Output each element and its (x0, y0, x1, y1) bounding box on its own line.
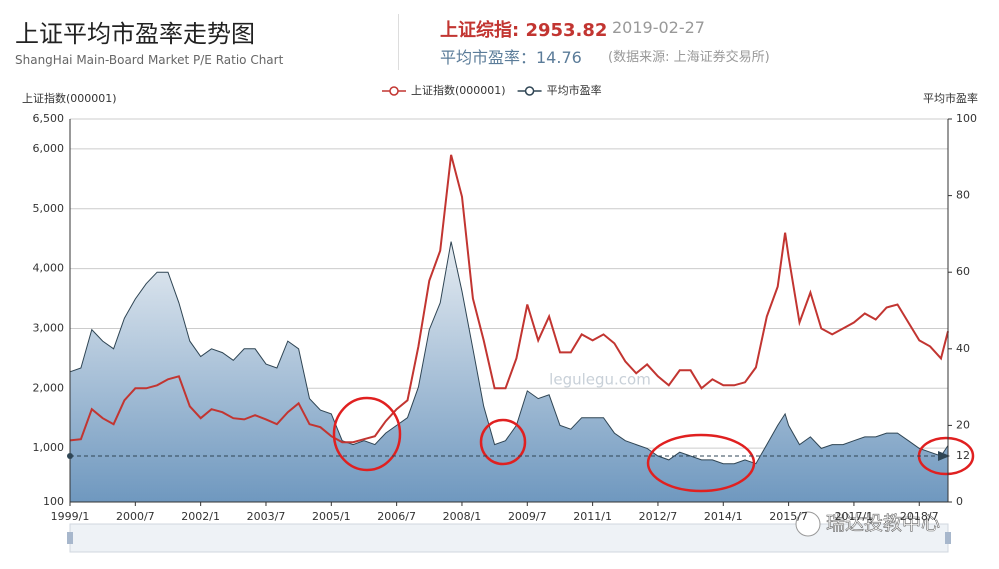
pe-area (70, 241, 948, 502)
title: 上证平均市盈率走势图 (15, 20, 255, 48)
y-tick-label: 1,000 (33, 441, 65, 454)
date: 2019-02-27 (612, 18, 705, 37)
y-tick-label: 3,000 (33, 321, 65, 334)
subtitle: ShangHai Main-Board Market P/E Ratio Cha… (15, 53, 284, 67)
x-tick-label: 2014/1 (704, 510, 743, 523)
x-tick-label: 2005/1 (312, 510, 351, 523)
zoom-handle[interactable] (67, 532, 73, 544)
y-tick-label: 5,000 (33, 202, 65, 215)
ref-arrow (938, 451, 950, 461)
y2-tick-label: 60 (956, 265, 970, 278)
wechat-icon (795, 511, 821, 537)
x-tick-label: 2012/7 (639, 510, 678, 523)
legend-label: 平均市盈率 (547, 83, 602, 97)
legend-marker (389, 86, 399, 96)
x-tick-label: 2008/1 (443, 510, 482, 523)
y2-tick-label: 0 (956, 495, 963, 508)
y-tick-label: 2,000 (33, 381, 65, 394)
legend-marker (524, 86, 535, 96)
y-tick-label: 6,500 (33, 112, 65, 125)
x-tick-label: 2006/7 (377, 510, 416, 523)
reference-dot (67, 453, 73, 460)
y-tick-label: 100 (43, 495, 64, 508)
y2-tick-label: 100 (956, 112, 977, 125)
source: (数据来源: 上海证券交易所) (608, 50, 770, 65)
x-tick-label: 2011/1 (573, 510, 612, 523)
x-tick-label: 2000/7 (116, 510, 155, 523)
y-tick-label: 4,000 (33, 262, 65, 275)
y2-tick-label: 40 (956, 342, 970, 355)
index-value: 上证综指: 2953.82 (440, 20, 608, 41)
y-axis-title: 上证指数(000001) (22, 91, 117, 105)
watermark: legulegu.com (549, 371, 651, 389)
pe-value: 平均市盈率：14.76 (440, 48, 582, 67)
reference-label: 12 (956, 449, 970, 462)
annotation-circle (332, 396, 402, 472)
y2-tick-label: 20 (956, 418, 970, 431)
zoom-handle[interactable] (945, 532, 951, 544)
x-tick-label: 2009/7 (508, 510, 547, 523)
y2-tick-label: 80 (956, 189, 970, 202)
annotation-circle (646, 433, 756, 493)
watermark: 瑞达投教中心 (826, 513, 940, 535)
x-tick-label: 2018/7 (900, 510, 939, 523)
x-tick-label: 2002/1 (181, 510, 220, 523)
x-tick-label: 2017/1 (835, 510, 874, 523)
y-tick-label: 6,000 (33, 142, 65, 155)
x-tick-label: 1999/1 (51, 510, 90, 523)
divider (398, 14, 399, 70)
x-tick-label: 2003/7 (247, 510, 286, 523)
x-tick-label: 2015/7 (769, 510, 808, 523)
y2-axis-title: 平均市盈率 (923, 91, 978, 105)
legend-label: 上证指数(000001) (411, 83, 506, 97)
annotation-circle (479, 418, 527, 466)
index-line (69, 154, 949, 444)
